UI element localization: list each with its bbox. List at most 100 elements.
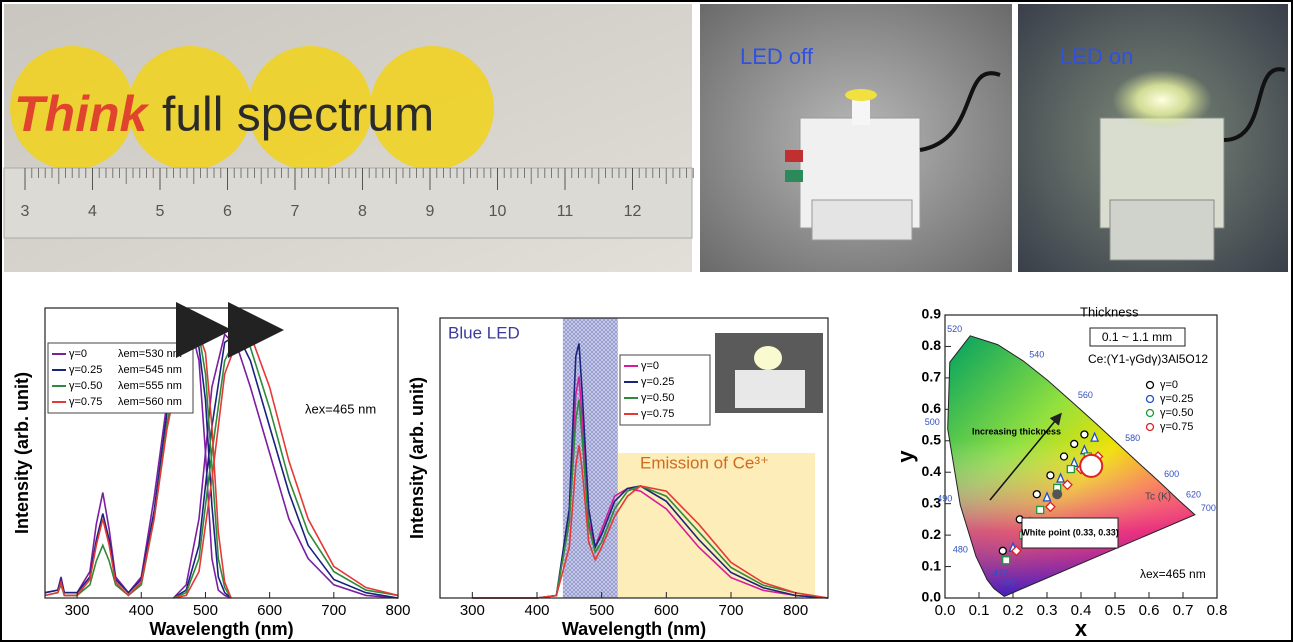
- legend-label: γ=0: [69, 348, 87, 360]
- locus-label: 700: [1201, 503, 1216, 513]
- legend-label: γ=0.25: [641, 376, 674, 388]
- x-axis-label: x: [1075, 616, 1088, 641]
- ruler-number: 12: [624, 203, 642, 220]
- legend-marker: [1147, 410, 1154, 417]
- ruler-number: 3: [21, 203, 30, 220]
- y-tick-label: 0.7: [922, 369, 942, 385]
- legend-label: γ=0.25: [1160, 393, 1193, 405]
- x-axis-label: Wavelength (nm): [149, 619, 293, 639]
- legend-label: γ=0: [641, 360, 659, 372]
- chart-title: Thickness: [1080, 304, 1139, 319]
- locus-label: 560: [1078, 390, 1093, 400]
- data-point: [1037, 506, 1044, 513]
- y-tick-label: 0.6: [922, 400, 942, 416]
- legend-label: λem=560 nm: [118, 396, 182, 408]
- legend-label: γ=0.75: [1160, 421, 1193, 433]
- x-tick-label: 500: [193, 602, 218, 619]
- locus-label: 460: [1000, 577, 1015, 587]
- locus-label: 620: [1186, 490, 1201, 500]
- white-point-label: White point (0.33, 0.33): [1021, 527, 1119, 537]
- annotation: Increasing thickness: [972, 426, 1061, 436]
- legend-label: γ=0.25: [69, 364, 102, 376]
- legend-label: γ=0.50: [69, 380, 102, 392]
- annotation: λex=465 nm: [1140, 567, 1206, 581]
- x-tick-label: 0.1: [969, 602, 990, 619]
- legend-label: λem=530 nm: [118, 348, 182, 360]
- legend-marker: [1147, 424, 1154, 431]
- y-tick-label: 0.2: [922, 526, 942, 542]
- ruler-number: 8: [358, 203, 367, 220]
- x-tick-label: 800: [385, 602, 410, 619]
- x-tick-label: 0.5: [1105, 602, 1126, 619]
- data-point: [999, 547, 1006, 554]
- annotation: Emission of Ce³⁺: [640, 453, 769, 472]
- legend-marker: [1147, 382, 1154, 389]
- locus-label: 600: [1164, 469, 1179, 479]
- locus-label: 520: [947, 324, 962, 334]
- ruler-number: 6: [223, 203, 232, 220]
- data-point: [1033, 491, 1040, 498]
- x-tick-label: 700: [718, 602, 743, 619]
- x-tick-label: 0.6: [1139, 602, 1160, 619]
- x-tick-label: 400: [524, 602, 549, 619]
- figure: Think full spectrum LED off LED on 3 4 5 6 7…: [0, 0, 1293, 642]
- emission-band: [618, 453, 815, 598]
- ruler-number: 4: [88, 203, 97, 220]
- x-axis-label: Wavelength (nm): [562, 619, 706, 639]
- y-tick-label: 0.8: [922, 337, 942, 353]
- x-tick-label: 0.7: [1173, 602, 1194, 619]
- x-tick-label: 0.2: [1003, 602, 1024, 619]
- highlight: [1080, 455, 1102, 477]
- photo-label: LED on: [1060, 44, 1133, 69]
- ruler-number: 10: [489, 203, 507, 220]
- inset-glow: [754, 346, 782, 370]
- legend-label: λem=545 nm: [118, 364, 182, 376]
- inset-device: [735, 370, 805, 408]
- cct-label: Tc (K): [1145, 492, 1171, 503]
- photo-label: LED off: [740, 44, 814, 69]
- x-tick-label: 0.8: [1207, 602, 1228, 619]
- legend-label: γ=0.50: [1160, 407, 1193, 419]
- y-axis-label: Intensity (arb. unit): [12, 372, 32, 534]
- data-point: [1003, 557, 1010, 564]
- y-tick-label: 0.1: [922, 557, 942, 573]
- ruler-number: 5: [156, 203, 165, 220]
- y-tick-label: 0.0: [922, 589, 942, 605]
- legend-label: γ=0.50: [641, 392, 674, 404]
- x-tick-label: 600: [257, 602, 282, 619]
- x-tick-label: 400: [129, 602, 154, 619]
- locus-label: 580: [1125, 433, 1140, 443]
- ruler-number: 11: [557, 203, 574, 220]
- formula: Ce:(Y1-γGdγ)3Al5O12: [1088, 352, 1208, 366]
- legend-label: γ=0: [1160, 379, 1178, 391]
- legend-label: γ=0.75: [69, 396, 102, 408]
- data-point: [1061, 453, 1068, 460]
- legend-label: λem=555 nm: [118, 380, 182, 392]
- data-point: [1071, 440, 1078, 447]
- x-tick-label: 500: [589, 602, 614, 619]
- y-axis-label: Intensity (arb. unit): [407, 377, 427, 539]
- photo-led-on: [1018, 4, 1288, 272]
- x-tick-label: 600: [654, 602, 679, 619]
- locus-label: 490: [937, 494, 952, 504]
- y-axis-label: y: [893, 450, 918, 463]
- white-point: [1052, 489, 1062, 499]
- locus-label: 480: [953, 545, 968, 555]
- data-point: [1081, 431, 1088, 438]
- x-tick-label: 0.3: [1037, 602, 1058, 619]
- data-point: [1067, 466, 1074, 473]
- y-tick-label: 0.4: [922, 463, 942, 479]
- annotation: Blue LED: [448, 323, 520, 342]
- ruler-number: 9: [426, 203, 435, 220]
- photo-text: full spectrum: [162, 89, 434, 142]
- locus-label: 470: [993, 568, 1008, 578]
- x-tick-label: 300: [460, 602, 485, 619]
- x-tick-label: 300: [65, 602, 90, 619]
- y-tick-label: 0.9: [922, 306, 942, 322]
- locus-label: 540: [1029, 349, 1044, 359]
- photo-text: Think: [14, 86, 150, 142]
- y-tick-label: 0.5: [922, 431, 942, 447]
- annotation: λex=465 nm: [305, 401, 376, 416]
- legend-label: γ=0.75: [641, 408, 674, 420]
- range-label: 0.1 ~ 1.1 mm: [1102, 330, 1172, 344]
